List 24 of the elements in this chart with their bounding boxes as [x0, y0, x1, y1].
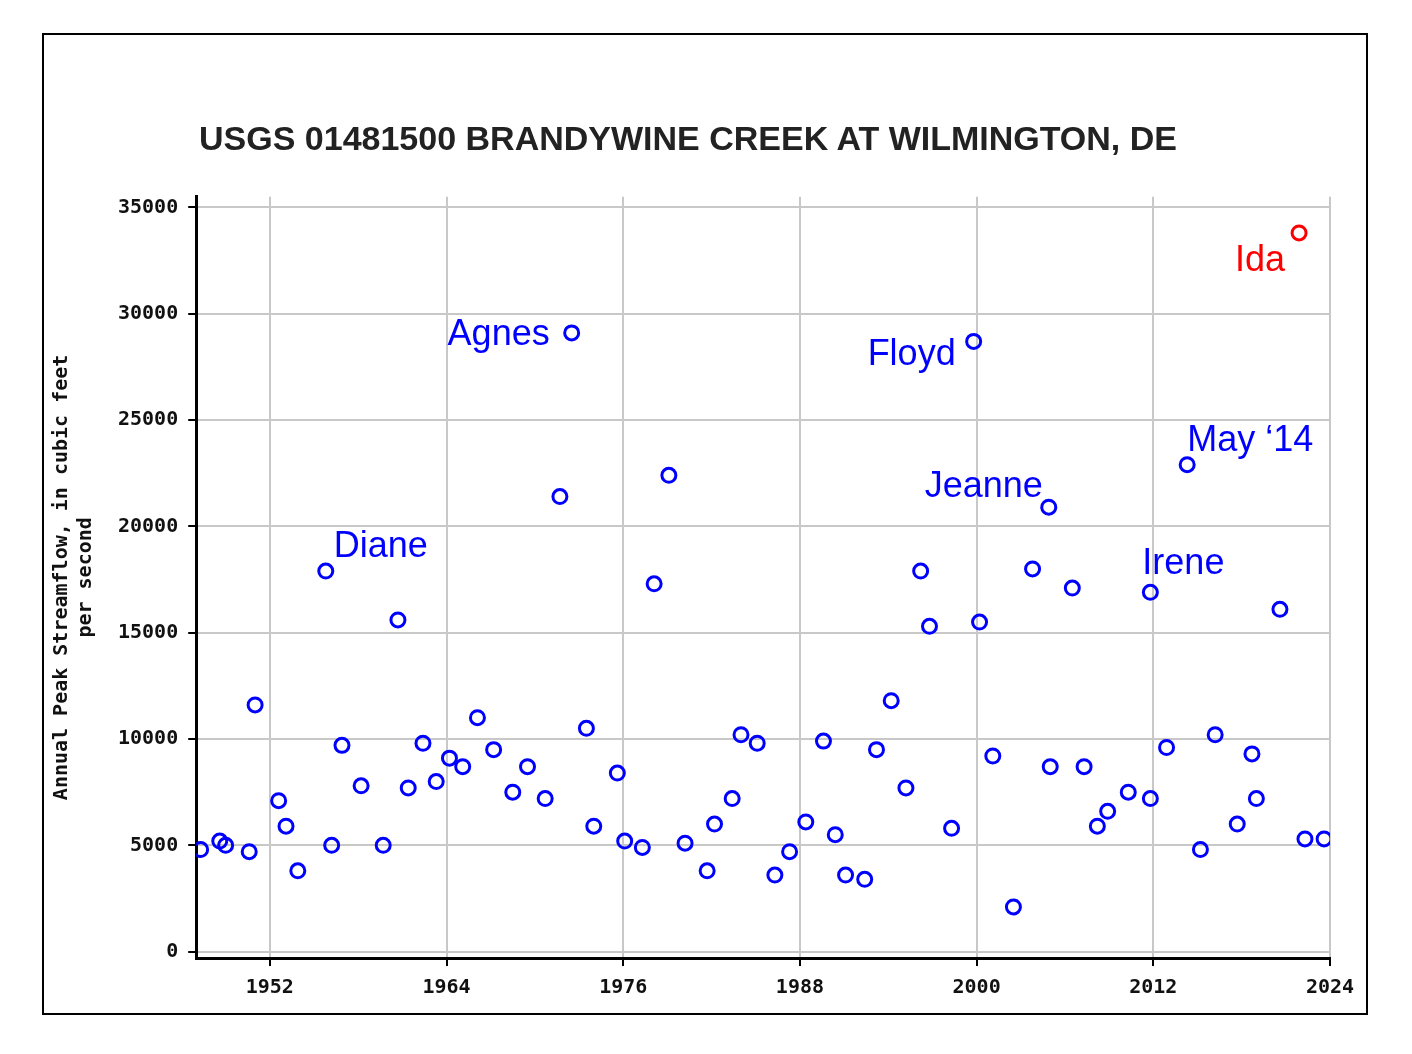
y-tick-label: 35000: [117, 193, 179, 218]
y-tick-label: 30000: [117, 299, 179, 324]
annotation: Jeanne: [924, 464, 1043, 506]
y-axis-title: Annual Peak Streamflow, in cubic feet per second: [48, 354, 97, 801]
y-tick-label: 20000: [117, 512, 179, 537]
x-tick-label: 2024: [1305, 974, 1355, 999]
x-tick-label: 1988: [775, 974, 824, 999]
annotation: May ‘14: [1187, 417, 1314, 459]
annotation: Agnes: [447, 311, 550, 353]
x-tick-label: 1952: [245, 974, 294, 999]
x-tick-label: 2000: [952, 974, 1001, 999]
y-tick-label: 15000: [117, 618, 179, 643]
x-tick-label: 1964: [422, 974, 471, 999]
x-tick-label: 2012: [1129, 974, 1178, 999]
annotation: Diane: [333, 523, 428, 565]
x-tick-label: 1976: [599, 974, 648, 999]
annotation: Floyd: [867, 332, 956, 374]
annotation: Irene: [1142, 541, 1225, 583]
y-tick-label: 5000: [130, 831, 179, 856]
annotation: Ida: [1235, 237, 1287, 279]
y-tick-label: 10000: [117, 725, 179, 750]
chart-title: USGS 01481500 BRANDYWINE CREEK AT WILMINGTON, DE: [199, 118, 1177, 157]
y-tick-label: 0: [166, 937, 179, 962]
y-tick-label: 25000: [117, 406, 179, 431]
